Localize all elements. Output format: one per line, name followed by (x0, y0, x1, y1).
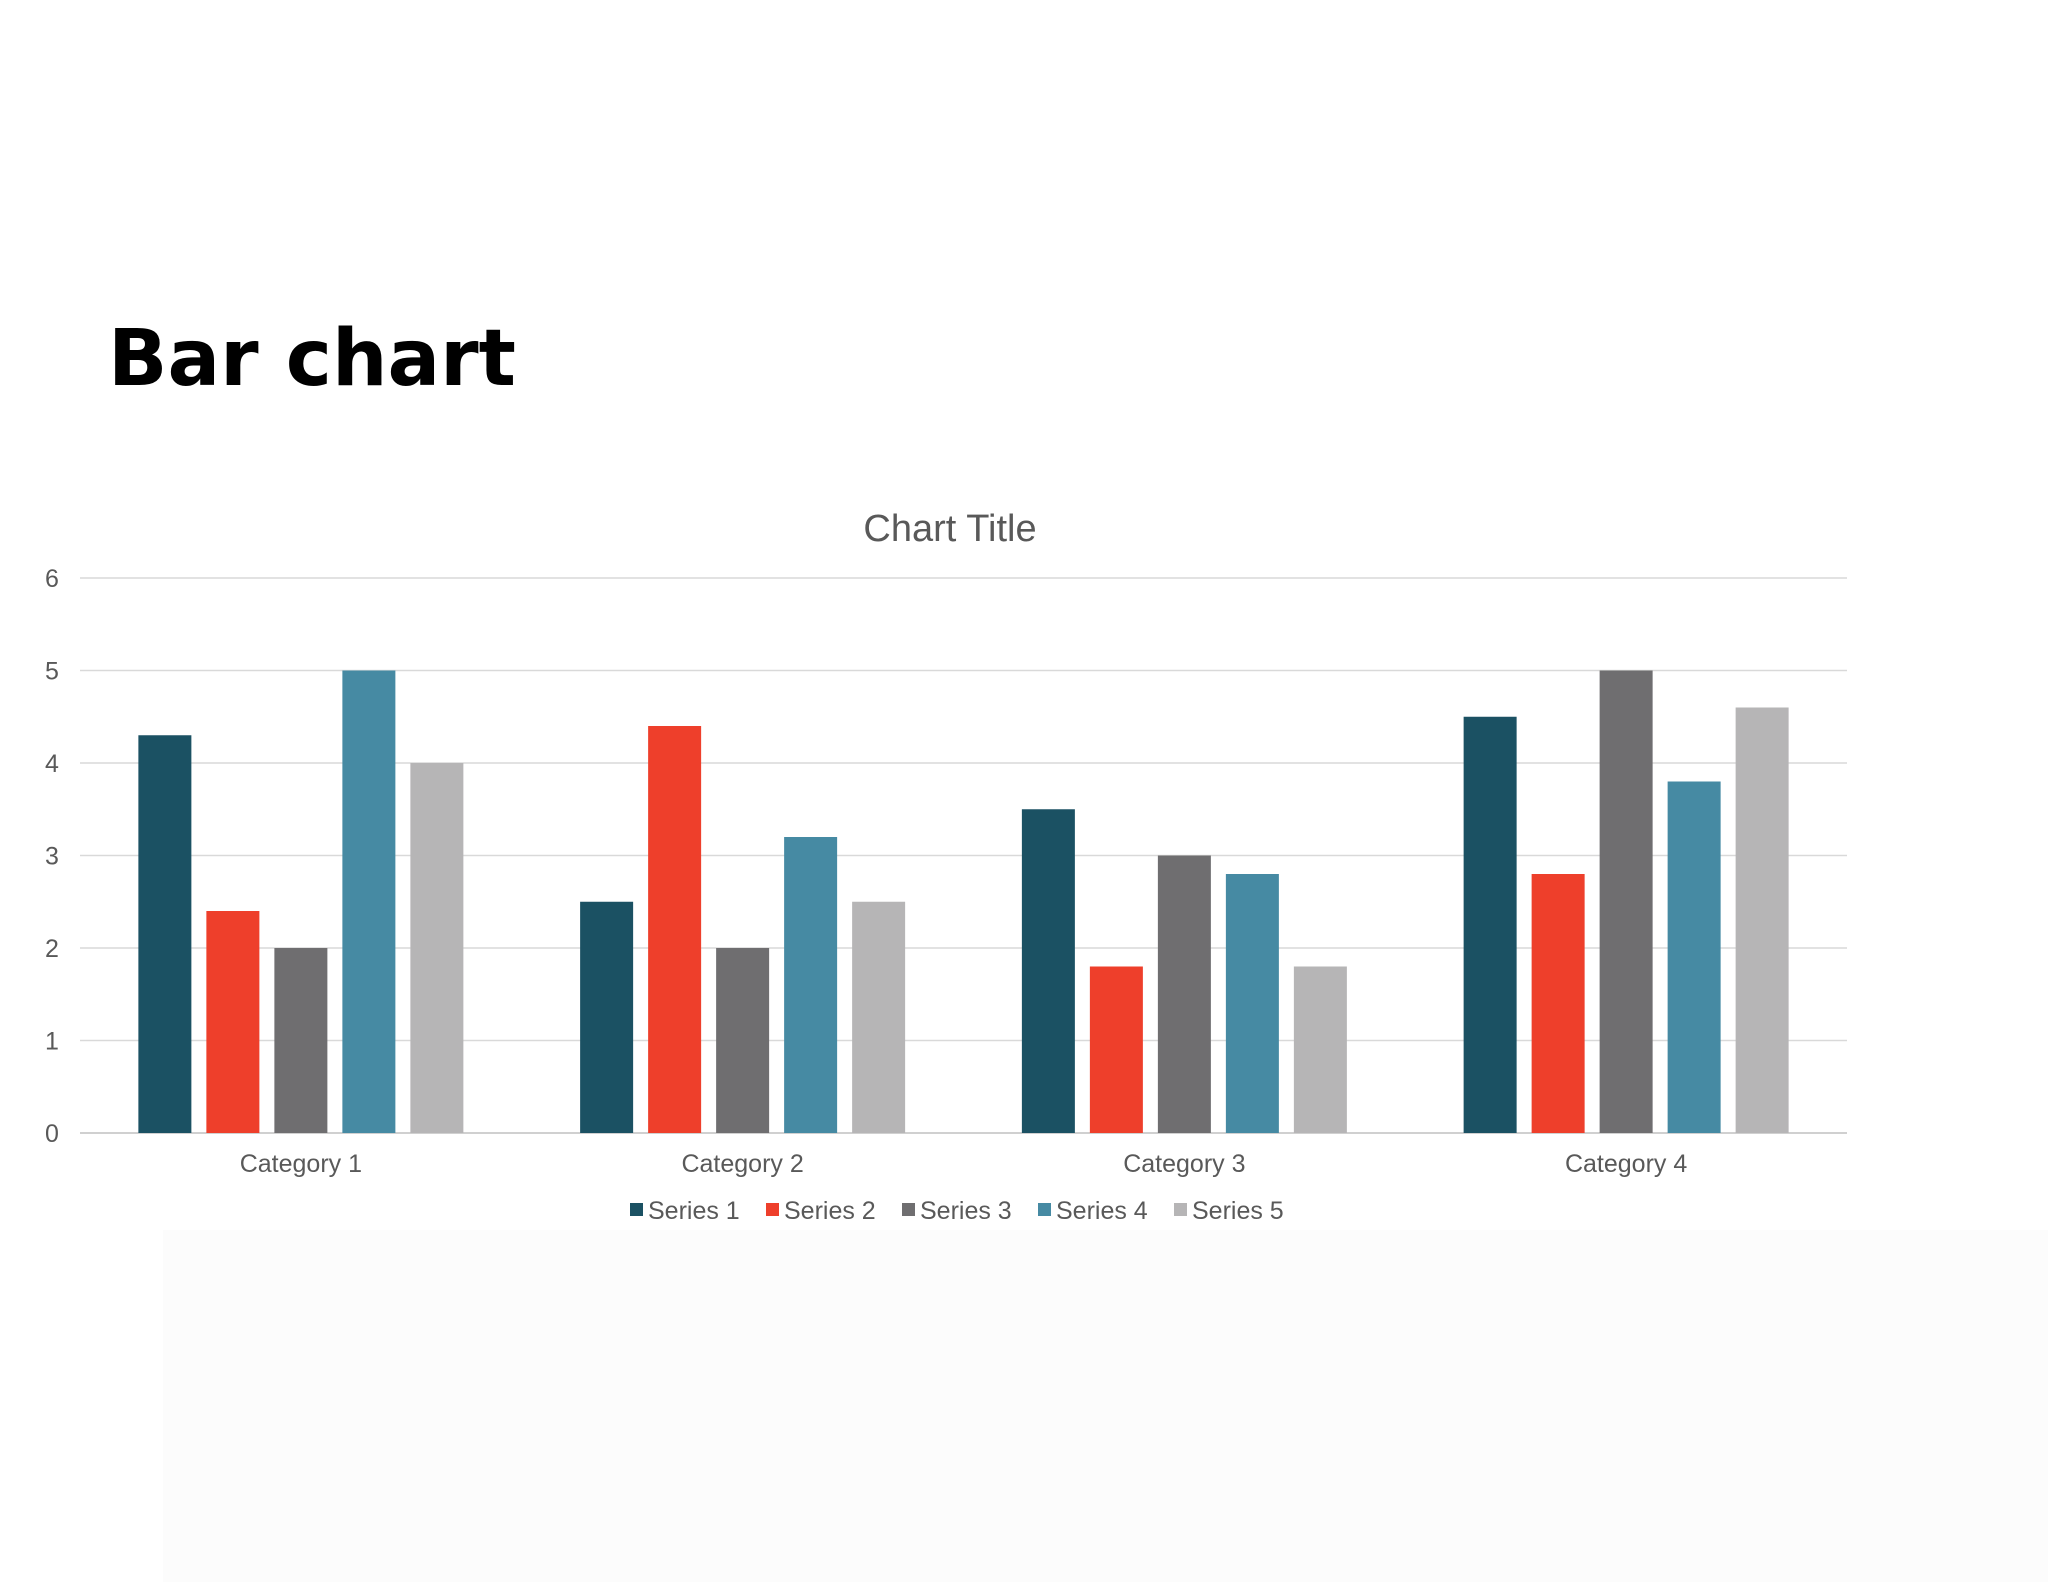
bar-3-series-3 (1157, 855, 1211, 1133)
category-label: Category 1 (240, 1150, 362, 1178)
bar-3-series-5 (1293, 966, 1347, 1133)
legend-swatch-series-3 (902, 1203, 915, 1216)
y-tick-label: 2 (45, 935, 59, 963)
bar-2-series-3 (716, 948, 770, 1133)
legend-label-series-1: Series 1 (648, 1197, 740, 1225)
bar-3-series-2 (1089, 966, 1143, 1133)
y-tick-label: 6 (45, 565, 59, 593)
category-label: Category 3 (1123, 1150, 1245, 1178)
y-tick-label: 5 (45, 658, 59, 686)
legend-label-series-3: Series 3 (920, 1197, 1012, 1225)
bar-2-series-1 (580, 901, 634, 1133)
bar-4-series-1 (1463, 716, 1517, 1133)
bar-2-series-4 (784, 837, 838, 1133)
bar-1-series-3 (274, 948, 328, 1133)
y-tick-label: 1 (45, 1028, 59, 1056)
chart-title: Chart Title (863, 508, 1036, 550)
y-axis-tick-labels: 0 1 2 3 4 5 6 (45, 565, 59, 1148)
y-tick-label: 0 (45, 1120, 59, 1148)
bar-3-series-1 (1021, 809, 1075, 1133)
legend-swatch-series-1 (630, 1203, 643, 1216)
legend-label-series-2: Series 2 (784, 1197, 876, 1225)
bar-1-series-4 (342, 670, 396, 1133)
bar-2-series-2 (648, 726, 702, 1133)
bar-4-series-5 (1735, 707, 1789, 1133)
legend-swatch-series-5 (1174, 1203, 1187, 1216)
bars (138, 670, 1789, 1133)
bar-1-series-2 (206, 911, 260, 1133)
slide-title: Bar chart (108, 314, 516, 404)
y-tick-label: 4 (45, 750, 59, 778)
bar-1-series-1 (138, 735, 192, 1133)
bar-4-series-4 (1667, 781, 1721, 1133)
legend-label-series-4: Series 4 (1056, 1197, 1148, 1225)
bar-4-series-3 (1599, 670, 1653, 1133)
legend-swatch-series-2 (766, 1203, 779, 1216)
bar-1-series-5 (410, 763, 464, 1133)
legend-swatch-series-4 (1038, 1203, 1051, 1216)
legend: Series 1 Series 2 Series 3 Series 4 Series 5 (630, 1197, 1284, 1225)
chart-area-background (163, 1230, 2048, 1582)
bar-3-series-4 (1225, 874, 1279, 1133)
category-label: Category 4 (1565, 1150, 1687, 1178)
bar-2-series-5 (852, 901, 906, 1133)
y-tick-label: 3 (45, 843, 59, 871)
category-label: Category 2 (681, 1150, 803, 1178)
bar-4-series-2 (1531, 874, 1585, 1133)
legend-label-series-5: Series 5 (1192, 1197, 1284, 1225)
x-axis-category-labels: Category 1 Category 2 Category 3 Category 4 (240, 1150, 1688, 1178)
